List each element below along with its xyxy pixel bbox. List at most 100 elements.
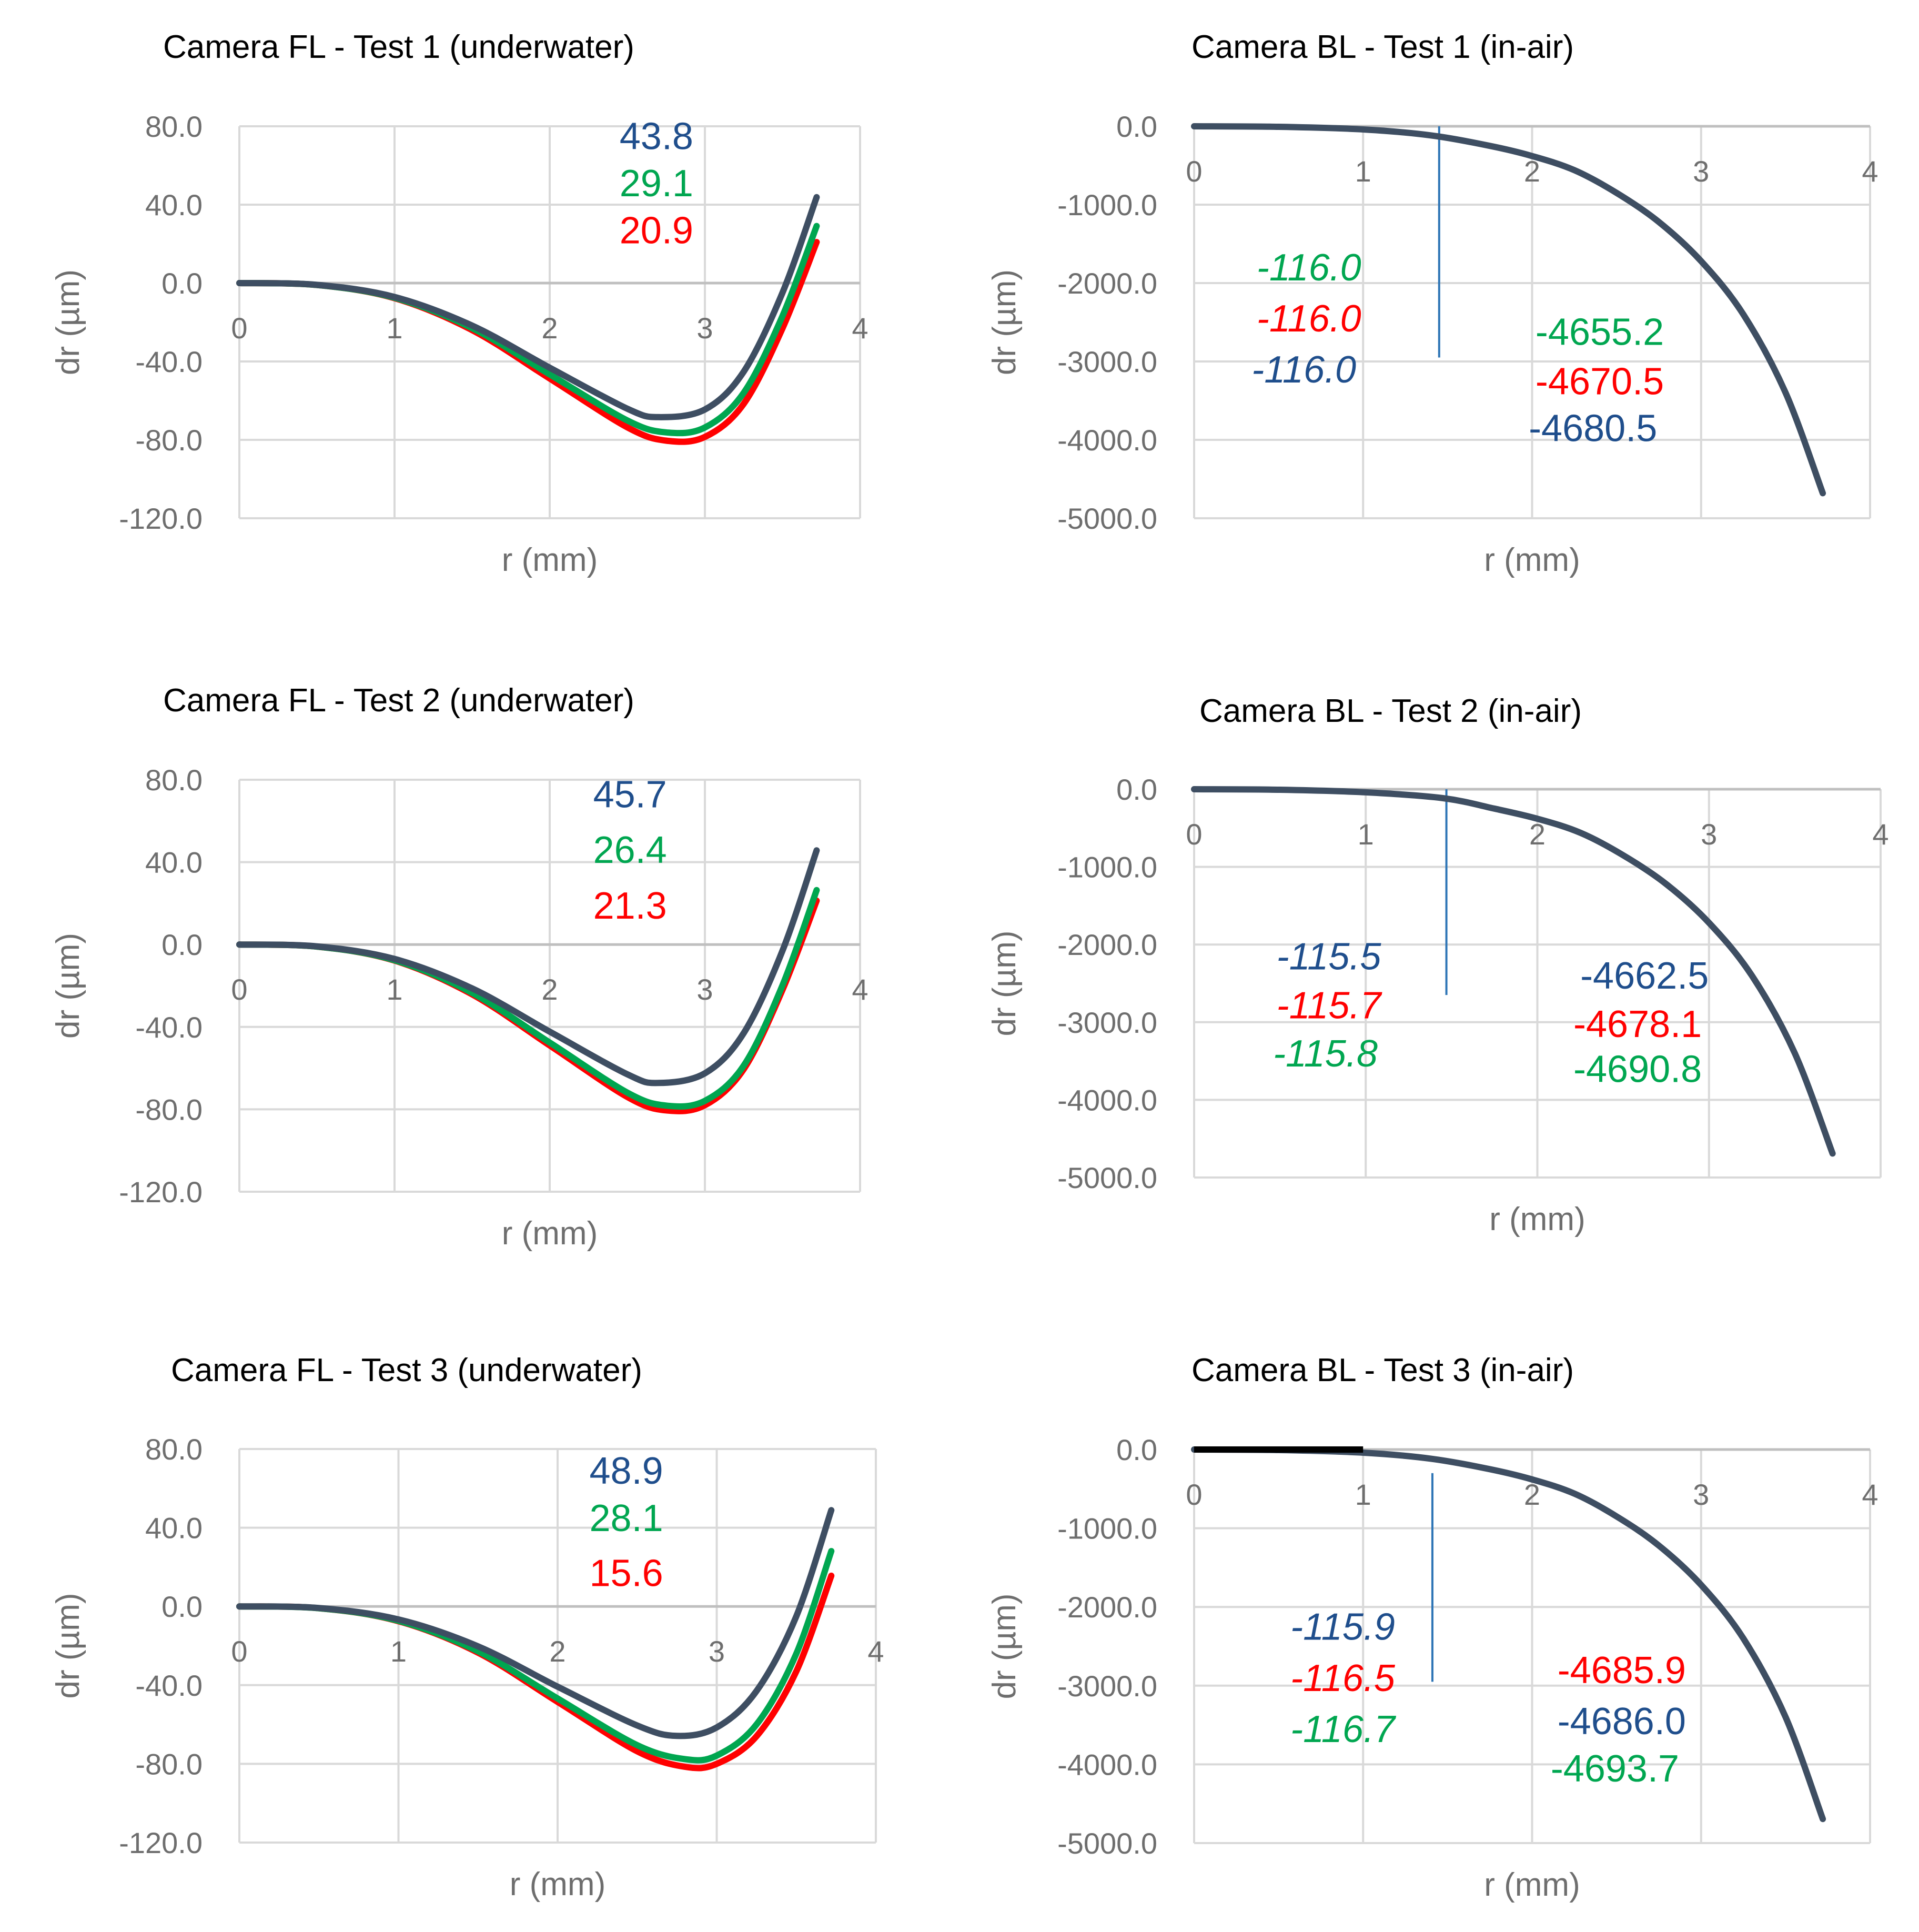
- series-line-green: [236, 223, 820, 437]
- data-annotation: 45.7: [593, 773, 667, 816]
- x-tick-label: 1: [390, 1635, 407, 1668]
- y-tick-label: -80.0: [135, 1093, 203, 1126]
- y-tick-label: -40.0: [135, 345, 203, 378]
- data-annotation: 48.9: [590, 1450, 663, 1492]
- data-annotation: -4670.5: [1536, 360, 1664, 402]
- data-annotation: -4685.9: [1558, 1649, 1686, 1692]
- data-annotation: -116.7: [1290, 1708, 1397, 1750]
- data-annotation: -115.9: [1290, 1606, 1395, 1648]
- chart-panel-4: Camera BL - Test 2 (in-air) 0.0 -1000.0 -20…: [986, 693, 1889, 1237]
- data-annotation: -4662.5: [1580, 955, 1709, 997]
- y-tick-label: 40.0: [145, 1512, 203, 1545]
- chart-title: Camera BL - Test 2 (in-air): [1199, 693, 1582, 729]
- x-tick-label: 0: [231, 973, 247, 1006]
- x-tick-label: 2: [541, 311, 558, 345]
- series-line-dark: [1191, 123, 1826, 497]
- data-annotation: 43.8: [620, 116, 693, 158]
- chart-title: Camera FL - Test 2 (underwater): [163, 682, 634, 719]
- data-annotation: -116.0: [1251, 349, 1356, 391]
- data-annotation: 28.1: [590, 1497, 663, 1539]
- y-axis-label: dr (µm): [986, 930, 1023, 1036]
- y-tick-label: -1000.0: [1057, 851, 1157, 884]
- y-tick-label: -4000.0: [1057, 1083, 1157, 1116]
- y-tick-label: -2000.0: [1057, 1591, 1157, 1624]
- chart-panel-2: Camera BL - Test 1 (in-air) 0.0 -1000.0 -20…: [986, 29, 1878, 578]
- data-annotation: -4690.8: [1573, 1048, 1702, 1090]
- x-tick-label: 1: [1355, 1478, 1371, 1511]
- y-tick-label: -3000.0: [1057, 1669, 1157, 1703]
- x-tick-label: 4: [852, 311, 868, 345]
- data-annotation: 15.6: [590, 1553, 663, 1595]
- data-annotation: 29.1: [620, 163, 693, 205]
- series-line-green: [236, 887, 820, 1110]
- x-tick-label: 3: [696, 973, 713, 1006]
- y-axis-label: dr (µm): [986, 269, 1023, 375]
- x-tick-label: 2: [541, 973, 558, 1006]
- y-tick-label: -80.0: [135, 1747, 203, 1780]
- x-tick-label: 4: [1872, 818, 1888, 851]
- chart-panel-1: Camera FL - Test 1 (underwater)80.040.00…: [50, 29, 868, 578]
- chart-panel-5: Camera FL - Test 3 (underwater) 80.0 40.0 0…: [50, 1352, 884, 1903]
- x-axis-label: r (mm): [502, 542, 598, 578]
- data-annotation: -4655.2: [1536, 311, 1664, 353]
- y-tick-label: -3000.0: [1057, 345, 1157, 378]
- y-tick-label: -4000.0: [1057, 1748, 1157, 1781]
- x-tick-label: 3: [1693, 1478, 1709, 1511]
- y-axis-label: dr (µm): [986, 1593, 1023, 1699]
- y-axis-label: dr (µm): [50, 933, 86, 1039]
- data-annotation: -115.5: [1277, 935, 1382, 978]
- series-line-dark: [236, 1507, 835, 1739]
- series-line-dark: [236, 194, 820, 420]
- data-annotation: 20.9: [620, 209, 693, 251]
- x-tick-label: 3: [1701, 818, 1717, 851]
- x-tick-label: 4: [1862, 1478, 1878, 1511]
- y-tick-label: 0.0: [1116, 773, 1157, 806]
- data-annotation: -116.0: [1257, 247, 1361, 289]
- x-tick-label: 1: [1355, 155, 1371, 188]
- data-annotation: -4686.0: [1558, 1700, 1686, 1743]
- x-tick-label: 3: [709, 1635, 725, 1668]
- x-axis-label: r (mm): [502, 1215, 598, 1252]
- series-line-dark: [1191, 786, 1836, 1157]
- chart-title: Camera FL - Test 1 (underwater): [163, 29, 634, 65]
- x-tick-label: 0: [231, 311, 247, 345]
- x-tick-label: 3: [696, 311, 713, 345]
- chart-title: Camera FL - Test 3 (underwater): [171, 1352, 642, 1388]
- y-tick-label: -5000.0: [1057, 502, 1157, 535]
- series-line-dark: [236, 847, 820, 1086]
- y-tick-label: -80.0: [135, 424, 203, 457]
- x-tick-label: 0: [1186, 155, 1202, 188]
- x-axis-label: r (mm): [1484, 1867, 1580, 1903]
- x-axis-label: r (mm): [510, 1866, 605, 1903]
- y-tick-label: -4000.0: [1057, 424, 1157, 457]
- data-annotation: -4678.1: [1573, 1003, 1702, 1045]
- x-tick-label: 4: [867, 1635, 884, 1668]
- x-tick-label: 4: [1862, 155, 1878, 188]
- x-tick-label: 2: [549, 1635, 565, 1668]
- y-tick-label: -1000.0: [1057, 1512, 1157, 1545]
- y-tick-label: 80.0: [145, 1433, 203, 1466]
- x-tick-label: 1: [386, 311, 402, 345]
- data-annotation: 26.4: [593, 829, 667, 871]
- chart-title: Camera BL - Test 3 (in-air): [1191, 1352, 1574, 1388]
- y-tick-label: 0.0: [161, 928, 203, 961]
- series-line-green: [236, 1548, 835, 1764]
- x-tick-label: 0: [1186, 1478, 1202, 1511]
- x-tick-label: 1: [386, 973, 402, 1006]
- data-annotation: -4680.5: [1529, 408, 1657, 450]
- x-axis-label: r (mm): [1489, 1201, 1585, 1237]
- y-tick-label: -2000.0: [1057, 267, 1157, 300]
- chart-panel-3: Camera FL - Test 2 (underwater)80.040.00…: [50, 682, 868, 1252]
- chart-panel-6: Camera BL - Test 3 (in-air) 0.0 -1000.0 -20…: [986, 1352, 1878, 1903]
- data-annotation: -115.8: [1273, 1033, 1378, 1075]
- y-tick-label: -120.0: [119, 1175, 203, 1209]
- y-tick-label: -5000.0: [1057, 1827, 1157, 1860]
- y-tick-label: -120.0: [119, 502, 203, 535]
- y-axis-label: dr (µm): [50, 269, 86, 375]
- data-annotation: -4693.7: [1551, 1748, 1679, 1790]
- x-tick-label: 3: [1693, 155, 1709, 188]
- x-axis-label: r (mm): [1484, 542, 1580, 578]
- y-tick-label: 0.0: [161, 1590, 203, 1623]
- data-annotation: -116.5: [1290, 1657, 1396, 1699]
- data-annotation: -116.0: [1257, 298, 1361, 340]
